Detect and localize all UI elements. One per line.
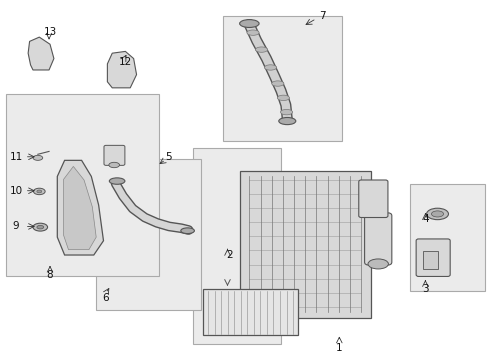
Ellipse shape xyxy=(33,223,47,231)
Text: 12: 12 xyxy=(119,57,132,67)
Ellipse shape xyxy=(277,95,289,100)
Polygon shape xyxy=(107,51,136,88)
Ellipse shape xyxy=(37,225,43,229)
Bar xyxy=(409,184,484,291)
Text: 13: 13 xyxy=(43,27,57,37)
Ellipse shape xyxy=(426,208,447,220)
Text: 3: 3 xyxy=(421,284,428,294)
Bar xyxy=(6,94,159,276)
Text: 2: 2 xyxy=(226,250,233,260)
Ellipse shape xyxy=(246,30,259,35)
Text: 11: 11 xyxy=(9,152,22,162)
Ellipse shape xyxy=(255,47,267,52)
Bar xyxy=(96,158,201,310)
Ellipse shape xyxy=(430,211,443,217)
FancyBboxPatch shape xyxy=(239,171,370,318)
Text: 4: 4 xyxy=(421,214,428,224)
Bar xyxy=(222,16,341,141)
Bar xyxy=(193,148,281,344)
Text: 1: 1 xyxy=(335,343,342,353)
Text: 7: 7 xyxy=(318,11,325,21)
FancyBboxPatch shape xyxy=(415,239,449,276)
Ellipse shape xyxy=(109,178,124,184)
Text: 8: 8 xyxy=(46,270,53,280)
Polygon shape xyxy=(63,166,96,249)
Ellipse shape xyxy=(239,19,259,27)
Ellipse shape xyxy=(280,109,292,115)
Text: 6: 6 xyxy=(102,293,109,303)
Ellipse shape xyxy=(37,190,41,193)
Ellipse shape xyxy=(33,188,45,195)
Text: 5: 5 xyxy=(164,152,171,162)
Ellipse shape xyxy=(264,65,276,70)
Ellipse shape xyxy=(271,81,284,86)
Ellipse shape xyxy=(181,228,194,234)
Ellipse shape xyxy=(109,162,119,168)
FancyBboxPatch shape xyxy=(364,213,391,265)
Ellipse shape xyxy=(278,117,295,125)
Polygon shape xyxy=(57,160,103,255)
Bar xyxy=(203,289,297,336)
Ellipse shape xyxy=(367,259,387,269)
Text: 10: 10 xyxy=(9,186,22,196)
Bar xyxy=(423,251,437,269)
Text: 9: 9 xyxy=(13,221,19,231)
Ellipse shape xyxy=(33,156,42,160)
FancyBboxPatch shape xyxy=(358,180,387,217)
FancyBboxPatch shape xyxy=(104,145,124,165)
Polygon shape xyxy=(28,37,54,70)
